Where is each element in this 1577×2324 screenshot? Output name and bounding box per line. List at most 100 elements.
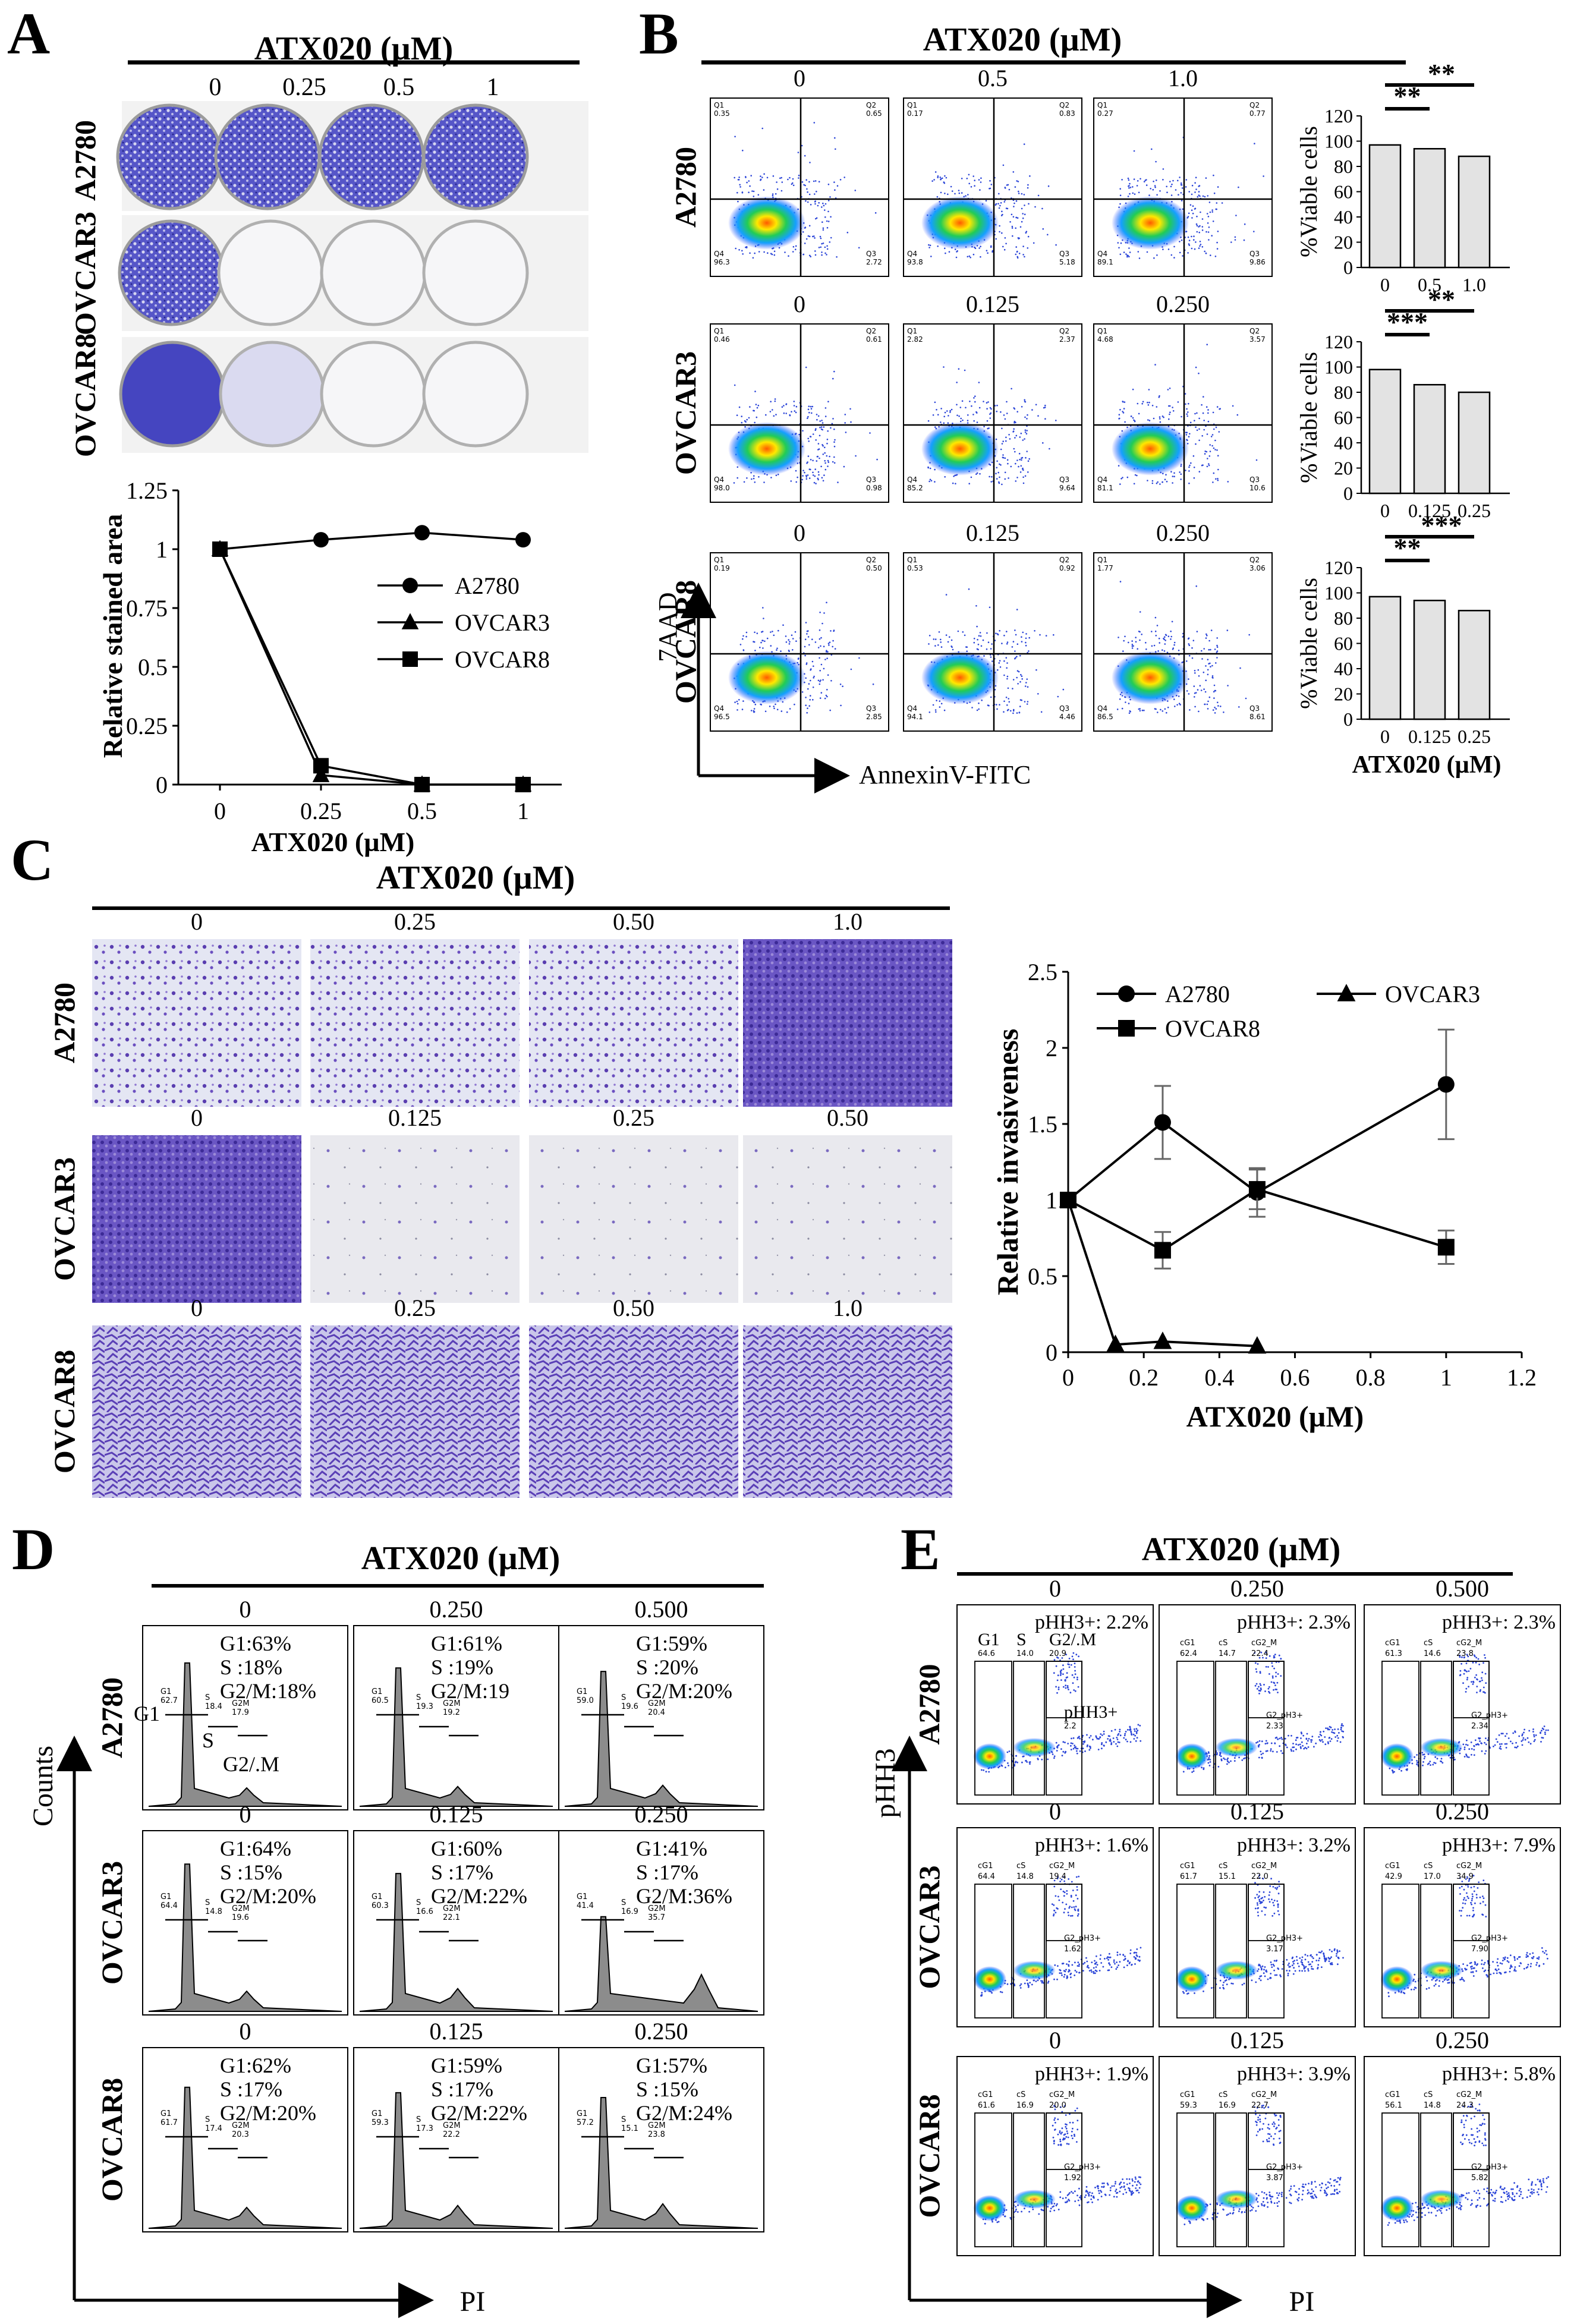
- b-event-dot: [1194, 182, 1196, 184]
- b-event-dot: [1147, 401, 1148, 404]
- e-event-dot: [1512, 1732, 1515, 1734]
- e-phh3-dot: [1475, 1661, 1477, 1664]
- e-phh3-dot: [1255, 1668, 1257, 1670]
- b-event-dot: [1207, 420, 1210, 423]
- b-event-dot: [947, 641, 949, 643]
- b-event-dot: [1203, 396, 1204, 398]
- b-event-dot: [836, 256, 838, 258]
- b-bar-y-title: %Viable cells: [1295, 126, 1322, 257]
- e-gate-name: cS: [1219, 1862, 1227, 1870]
- b-quadrant-value: 2.37: [1059, 335, 1075, 344]
- b-event-dot: [989, 413, 991, 415]
- e-event-dot: [1265, 1969, 1267, 1972]
- b-event-dot: [826, 220, 828, 222]
- e-event-dot: [1135, 1731, 1138, 1733]
- b-event-dot: [752, 257, 754, 259]
- c-dose-label: 0: [191, 908, 203, 935]
- b-event-dot: [1045, 635, 1047, 637]
- b-event-dot: [758, 476, 760, 478]
- b-event-dot: [1018, 190, 1019, 193]
- e-event-dot: [1224, 1758, 1226, 1761]
- e-phh3-dot: [1071, 1881, 1073, 1883]
- e-event-dot: [1547, 1729, 1549, 1731]
- b-event-dot: [821, 444, 823, 446]
- b-event-dot: [776, 181, 778, 183]
- e-event-dot: [1463, 1748, 1466, 1750]
- d-x-axis-label: PI: [460, 2286, 486, 2317]
- b-event-dot: [805, 677, 807, 679]
- b-event-dot: [1207, 231, 1210, 233]
- e-event-dot: [1493, 1745, 1494, 1747]
- b-event-dot: [1014, 437, 1016, 439]
- e-gate-name: cS: [1016, 2090, 1025, 2099]
- e-event-dot: [1472, 1967, 1474, 1969]
- e-event-dot: [1098, 2190, 1100, 2192]
- b-event-dot: [1145, 642, 1147, 644]
- b-quadrant-value: 98.0: [714, 484, 730, 492]
- e-event-dot: [1303, 1965, 1305, 1967]
- b-event-dot: [1217, 705, 1219, 707]
- e-event-dot: [1057, 1744, 1060, 1746]
- b-event-dot: [1022, 439, 1024, 441]
- b-event-dot: [1004, 478, 1006, 480]
- b-event-dot: [869, 432, 871, 434]
- b-event-dot: [1055, 420, 1057, 421]
- e-phh3-dot: [1067, 1912, 1069, 1914]
- d-gate-value: 59.0: [577, 1696, 594, 1705]
- a-dose-0: 0: [209, 74, 222, 101]
- b-event-dot: [1217, 478, 1219, 480]
- e-event-dot: [1318, 1960, 1320, 1961]
- e-event-dot: [1336, 1949, 1339, 1951]
- b-event-dot: [1172, 180, 1174, 182]
- b-event-dot: [927, 466, 929, 468]
- e-event-dot: [1460, 1978, 1463, 1980]
- e-event-dot: [1280, 1737, 1283, 1739]
- e-gate-phh3: [1046, 1661, 1082, 1718]
- b-event-dot: [772, 175, 775, 177]
- b-event-dot: [1016, 477, 1018, 478]
- b-event-dot: [816, 418, 818, 421]
- e-phh3-dot: [1072, 2121, 1074, 2124]
- e-event-dot: [999, 1991, 1002, 1993]
- b-event-dot: [1207, 216, 1210, 218]
- b-bar-ytick-label: 120: [1324, 557, 1353, 578]
- e-event-dot: [1096, 2186, 1098, 2188]
- b-event-dot: [833, 462, 836, 464]
- e-event-dot: [1070, 1744, 1072, 1747]
- e-event-dot: [1207, 1758, 1210, 1761]
- e-event-dot: [1227, 1757, 1229, 1759]
- e-event-dot: [1086, 1960, 1088, 1963]
- b-event-dot: [1049, 448, 1050, 450]
- e-gate-name: G1: [978, 1630, 1000, 1649]
- b-event-dot: [819, 697, 821, 699]
- b-event-dot: [1005, 436, 1007, 439]
- e-event-dot: [1094, 2187, 1096, 2188]
- e-phh3-dot: [1278, 1913, 1280, 1916]
- b-gate-name: Q1: [907, 327, 917, 335]
- e-row-label: OVCAR3: [912, 1865, 946, 1989]
- e-phh3-dot: [1070, 1915, 1072, 1917]
- e-phh3-dot: [1268, 1686, 1270, 1688]
- b-event-dot: [808, 181, 810, 183]
- e-gate-value: 20.9: [1049, 1649, 1066, 1658]
- e-event-dot: [1477, 1963, 1479, 1965]
- b-event-dot: [1173, 641, 1176, 644]
- e-event-dot: [1137, 2180, 1140, 2183]
- b-event-dot: [1020, 673, 1022, 676]
- d-phase-stat: G2/M:18%: [220, 1679, 316, 1703]
- b-event-dot: [763, 251, 765, 253]
- b-event-dot: [1133, 483, 1135, 485]
- a-point-ovcar8: [515, 777, 531, 792]
- e-event-dot: [1008, 1765, 1009, 1766]
- b-event-dot: [834, 648, 836, 650]
- e-event-dot: [1033, 1979, 1035, 1982]
- b-event-dot: [1227, 481, 1229, 483]
- e-event-dot: [1136, 1737, 1138, 1739]
- e-event-dot: [1109, 1964, 1111, 1966]
- b-event-dot: [1164, 643, 1166, 645]
- e-gate-value: 61.6: [978, 2101, 995, 2110]
- b-event-dot: [801, 691, 804, 693]
- e-phh3-dot: [1256, 1688, 1258, 1690]
- b-event-dot: [1194, 670, 1196, 672]
- e-event-dot: [1006, 1983, 1009, 1985]
